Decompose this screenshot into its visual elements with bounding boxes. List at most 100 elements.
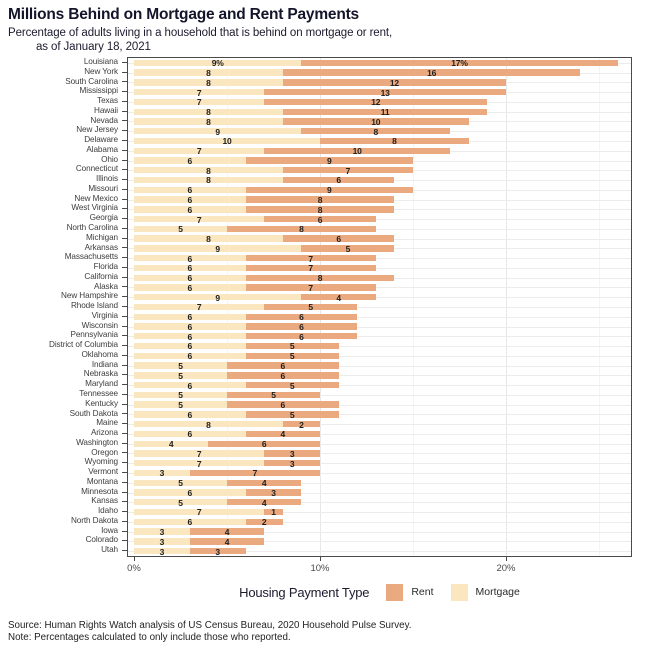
- category-label: Idaho: [98, 506, 118, 516]
- mortgage-value-label: 6: [187, 321, 193, 332]
- y-axis-tick: [122, 208, 127, 210]
- rent-value-label: 8: [299, 224, 304, 235]
- mortgage-value-label: 8: [206, 77, 211, 88]
- category-label: New York: [84, 66, 118, 76]
- rent-value-label: 16: [427, 68, 437, 79]
- category-label: North Dakota: [70, 515, 118, 525]
- mortgage-bar-segment: [134, 206, 246, 213]
- rent-bar-segment: [245, 489, 302, 496]
- y-axis-tick: [122, 306, 127, 307]
- rent-bar-segment: [282, 167, 413, 174]
- category-label: West Virginia: [71, 203, 118, 213]
- mortgage-bar-segment: [134, 381, 246, 389]
- category-label: Illinois: [96, 174, 118, 184]
- mortgage-value-label: 4: [168, 439, 174, 450]
- row-gridline: [128, 551, 631, 553]
- rent-bar-segment: [227, 401, 339, 408]
- y-axis-tick: [122, 257, 127, 259]
- rent-value-label: 5: [271, 390, 276, 401]
- rent-value-label: 2: [261, 517, 267, 528]
- category-label: Indiana: [91, 359, 118, 369]
- mortgage-value-label: 5: [178, 400, 183, 411]
- y-axis-tick: [122, 188, 127, 190]
- rent-swatch-icon: [386, 583, 404, 601]
- mortgage-bar-segment: [134, 118, 283, 125]
- y-axis-tick: [122, 276, 127, 278]
- y-axis-tick: [122, 501, 127, 503]
- mortgage-value-label: 7: [196, 448, 202, 459]
- rent-bar-segment: [245, 342, 339, 350]
- category-label: Hawaii: [94, 105, 118, 115]
- mortgage-bar-segment: [134, 499, 227, 506]
- legend-label-mortgage: Mortgage: [475, 586, 520, 598]
- category-label: Missouri: [88, 183, 118, 193]
- mortgage-bar-segment: [134, 528, 190, 535]
- mortgage-value-label: 6: [187, 312, 193, 323]
- chart-subtitle-line2: as of January 18, 2021: [36, 41, 151, 53]
- mortgage-bar-segment: [134, 274, 246, 281]
- mortgage-value-label: 3: [159, 468, 165, 479]
- rent-value-label: 8: [373, 126, 379, 137]
- category-label: Louisiana: [83, 57, 118, 66]
- mortgage-value-label: 6: [187, 185, 193, 196]
- row-gridline: [128, 502, 631, 504]
- rent-value-label: 8: [317, 273, 323, 284]
- mortgage-bar-segment: [134, 342, 246, 350]
- mortgage-bar-segment: [134, 372, 227, 379]
- row-gridline: [128, 433, 631, 435]
- x-axis-tick: [134, 557, 135, 561]
- rent-value-label: 4: [280, 429, 286, 440]
- row-gridline: [128, 521, 631, 523]
- row-gridline: [128, 541, 631, 543]
- rent-value-label: 10: [371, 116, 381, 127]
- y-axis-tick: [122, 511, 127, 513]
- category-label: Nebraska: [83, 369, 118, 379]
- mortgage-bar-segment: [134, 79, 283, 86]
- rent-value-label: 4: [224, 526, 230, 537]
- rent-bar-segment: [245, 264, 376, 272]
- rent-bar-segment: [245, 206, 395, 213]
- rent-bar-segment: [320, 137, 469, 145]
- mortgage-bar-segment: [134, 128, 302, 135]
- mortgage-value-label: 5: [178, 360, 183, 371]
- y-axis-tick: [122, 540, 127, 542]
- category-label: Texas: [97, 96, 118, 106]
- y-axis-tick: [122, 149, 127, 151]
- rent-bar-segment: [282, 235, 395, 242]
- y-axis-tick: [122, 120, 127, 122]
- mortgage-value-label: 6: [187, 487, 193, 498]
- row-gridline: [128, 375, 631, 377]
- category-label: Massachusetts: [64, 252, 118, 262]
- category-label: Michigan: [86, 232, 118, 242]
- mortgage-value-label: 5: [178, 478, 183, 489]
- rent-value-label: 12: [389, 77, 399, 88]
- mortgage-bar-segment: [134, 420, 283, 428]
- rent-value-label: 8: [317, 204, 323, 215]
- chart-title: Millions Behind on Mortgage and Rent Pay…: [8, 6, 359, 23]
- rent-value-label: 4: [261, 497, 267, 508]
- mortgage-value-label: 6: [187, 331, 193, 342]
- mortgage-value-label: 7: [196, 458, 202, 469]
- rent-bar-segment: [282, 176, 395, 184]
- category-label: Minnesota: [81, 486, 118, 496]
- category-label: Wisconsin: [81, 320, 119, 330]
- category-label: South Carolina: [65, 76, 118, 86]
- row-gridline: [128, 297, 631, 299]
- category-label: Kentucky: [85, 398, 118, 408]
- rent-bar-segment: [189, 528, 265, 535]
- rent-value-label: 6: [299, 321, 304, 332]
- y-axis-tick: [122, 462, 127, 464]
- rent-value-label: 17%: [451, 58, 468, 69]
- mortgage-value-label: 5: [178, 224, 183, 235]
- mortgage-bar-segment: [134, 167, 283, 174]
- row-gridline: [128, 453, 631, 455]
- rent-bar-segment: [282, 420, 320, 428]
- row-gridline: [128, 385, 631, 387]
- rent-bar-segment: [301, 294, 376, 301]
- legend-label-rent: Rent: [411, 586, 434, 598]
- mortgage-value-label: 6: [187, 204, 193, 215]
- row-gridline: [128, 287, 631, 289]
- category-label: Alabama: [86, 144, 118, 154]
- y-axis-tick: [122, 481, 127, 483]
- category-label: Iowa: [101, 525, 118, 535]
